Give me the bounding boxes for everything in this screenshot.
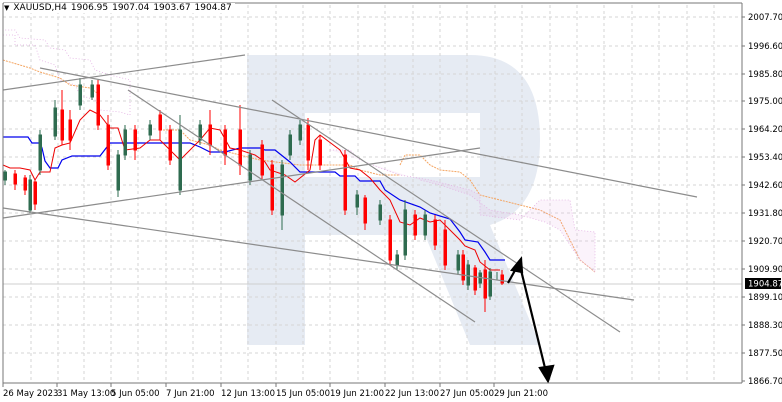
- price-label: 1942.60: [748, 181, 782, 191]
- time-axis: 26 May 2023 31 May 13:00 5 Jun 05:00 7 J…: [2, 383, 548, 399]
- price-axis: 2007.70 1996.60 1985.80 1975.00 1964.20 …: [742, 13, 782, 387]
- price-label: 1909.90: [748, 265, 782, 275]
- price-label: 1964.20: [748, 125, 782, 135]
- price-label: 1920.70: [748, 237, 782, 247]
- current-price-label: 1904.87: [748, 280, 782, 290]
- symbol-timeframe: XAUUSD,H4: [13, 3, 67, 13]
- chart-header: ▼ XAUUSD,H4 1906.95 1907.04 1903.67 1904…: [4, 3, 235, 13]
- time-label: 19 Jun 21:00: [330, 389, 384, 399]
- ohlc-close: 1904.87: [194, 3, 232, 13]
- price-label: 2007.70: [748, 13, 782, 23]
- price-label: 1877.50: [748, 349, 782, 359]
- price-label: 1996.60: [748, 42, 782, 52]
- time-label: 12 Jun 13:00: [221, 389, 275, 399]
- time-label: 22 Jun 13:00: [385, 389, 439, 399]
- tenkan-line: [2, 109, 500, 271]
- current-price-badge: [745, 278, 781, 289]
- price-label: 1866.70: [748, 377, 782, 387]
- time-label: 7 Jun 21:00: [166, 389, 215, 399]
- price-label: 1931.80: [748, 209, 782, 219]
- ohlc-open: 1906.95: [70, 3, 109, 13]
- forecast-arrow: [507, 256, 555, 384]
- time-label: 29 Jun 21:00: [494, 389, 548, 399]
- price-label: 1953.40: [748, 153, 782, 163]
- time-label: 27 Jun 05:00: [440, 389, 494, 399]
- price-label: 1975.00: [748, 97, 782, 107]
- price-label: 1888.30: [748, 321, 782, 331]
- time-label: 15 Jun 05:00: [276, 389, 330, 399]
- ohlc-high: 1907.04: [112, 3, 150, 13]
- candlesticks: [3, 78, 504, 312]
- grid: [3, 5, 742, 381]
- triangle-down-icon[interactable]: ▼: [4, 4, 10, 12]
- watermark-logo: [247, 55, 540, 345]
- price-label: 1899.10: [748, 293, 782, 303]
- time-label: 5 Jun 05:00: [111, 389, 160, 399]
- price-label: 1985.80: [748, 70, 782, 80]
- time-label: 26 May 2023: [3, 389, 58, 399]
- ohlc-low: 1903.67: [153, 3, 191, 13]
- time-label: 31 May 13:00: [57, 389, 115, 399]
- trendlines: [2, 54, 698, 333]
